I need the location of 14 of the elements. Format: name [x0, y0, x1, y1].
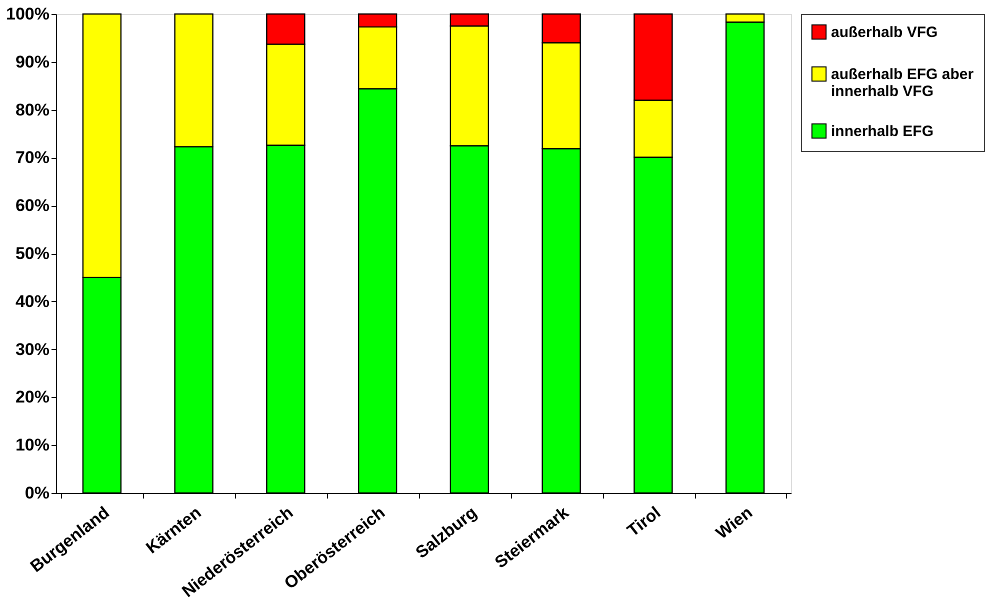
y-tick-label: 40% — [15, 292, 50, 311]
legend-label: außerhalb EFG aber innerhalb VFG — [831, 66, 974, 100]
y-tick-label: 0% — [24, 484, 50, 502]
y-tick-label: 60% — [15, 196, 50, 216]
y-tick-label: 90% — [15, 52, 50, 72]
y-tick-label: 50% — [15, 244, 50, 263]
y-tick-label: 100% — [6, 4, 50, 24]
y-tick-label: 20% — [15, 388, 50, 407]
legend-label: innerhalb EFG — [831, 123, 934, 140]
y-tick-label: 10% — [15, 436, 50, 455]
y-tick-label: 80% — [15, 100, 50, 120]
y-tick-label: 70% — [15, 148, 50, 168]
y-tick-label: 30% — [15, 340, 50, 359]
legend-label: außerhalb VFG — [831, 24, 938, 41]
